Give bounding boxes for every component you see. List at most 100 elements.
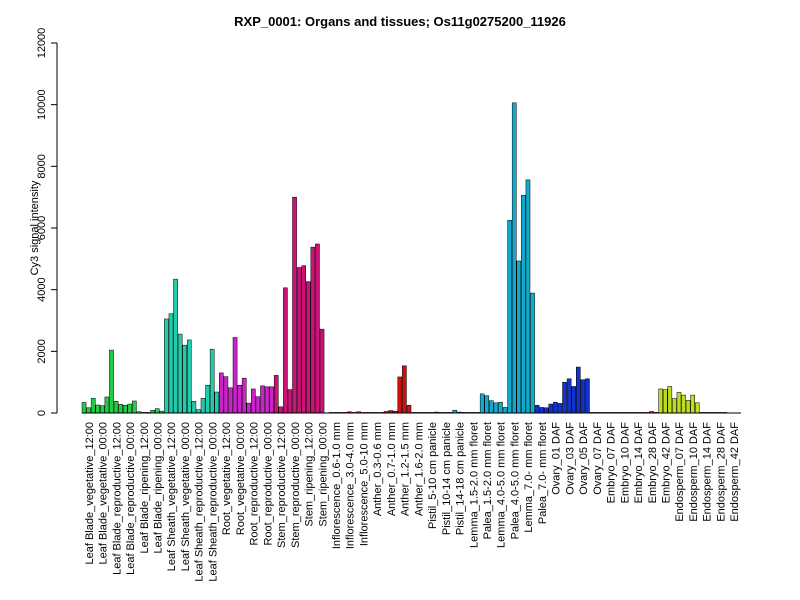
x-tick-label: Stem_reproductive_00:00	[290, 422, 302, 548]
bar	[557, 403, 563, 414]
bar	[209, 348, 215, 414]
x-tick-label: Root_reproductive_12:00	[249, 422, 261, 546]
bar	[690, 394, 695, 414]
bar	[223, 376, 229, 414]
x-tick-label: Leaf Blade_reproductive_00:00	[125, 422, 137, 575]
bar	[122, 405, 128, 414]
bar	[566, 378, 572, 414]
bar	[118, 404, 123, 414]
bar	[278, 406, 284, 414]
bar	[200, 397, 206, 414]
x-tick-label: Anther_1.6-2.0 mm	[413, 422, 425, 516]
chart-title: RXP_0001: Organs and tissues; Os11g02752…	[234, 14, 566, 29]
bar	[576, 366, 581, 414]
bar	[228, 387, 233, 414]
bar	[658, 388, 663, 414]
bar	[232, 337, 238, 414]
x-tick-label: Ovary_03 DAF	[564, 422, 576, 495]
bar	[296, 267, 302, 414]
bar	[489, 400, 494, 414]
bar	[214, 391, 220, 414]
x-tick-label: Palea_7.0- mm floret	[537, 422, 549, 524]
x-tick-label: Embryo_10 DAF	[619, 422, 631, 504]
bar	[100, 405, 105, 414]
bar	[571, 386, 576, 414]
bar	[402, 365, 407, 414]
bar	[662, 389, 668, 414]
x-tick-label: Endosperm_14 DAF	[702, 422, 714, 522]
y-tick-label: 4000	[36, 277, 48, 301]
x-tick-label: Ovary_05 DAF	[578, 422, 590, 495]
bar	[310, 246, 316, 414]
bar	[319, 328, 325, 414]
bar	[539, 407, 544, 414]
bar	[553, 401, 558, 414]
bar	[90, 397, 96, 414]
x-tick-label: Stem_reproductive_12:00	[276, 422, 288, 548]
y-tick-label: 6000	[36, 216, 48, 240]
x-tick-label: Root_vegetative_00:00	[235, 422, 247, 535]
bar	[305, 281, 311, 414]
x-tick-label: Anther_0.3-0.6 mm	[372, 422, 384, 516]
x-tick-label: Pistil_14-18 cm panicle	[455, 422, 467, 535]
bar	[580, 379, 586, 414]
bar	[484, 395, 490, 414]
bar	[246, 402, 252, 414]
x-tick-label: Leaf Blade_reproductive_12:00	[111, 422, 123, 575]
bar	[479, 393, 485, 414]
bar	[502, 407, 508, 414]
bar	[530, 292, 535, 414]
y-tick-label: 10000	[36, 89, 48, 120]
bar	[562, 381, 567, 414]
bar	[511, 102, 517, 414]
bar	[667, 386, 673, 414]
x-tick-label: Inflorescence_5.0-10 mm	[358, 422, 370, 546]
bar	[237, 385, 242, 414]
bar	[521, 195, 526, 414]
bar	[498, 401, 503, 414]
x-tick-label: Endosperm_10 DAF	[688, 422, 700, 522]
bar	[301, 265, 307, 414]
bar	[516, 260, 522, 414]
bar	[177, 333, 183, 414]
x-tick-label: Lemma_7.0- mm floret	[523, 422, 535, 533]
bar	[205, 385, 210, 414]
x-tick-label: Embryo_14 DAF	[633, 422, 645, 504]
x-tick-label: Anther_1.2-1.5 mm	[400, 422, 412, 516]
y-axis-label: Cy3 signal intensity	[29, 180, 41, 275]
x-tick-label: Lemma_1.5-2.0 mm floret	[468, 422, 480, 548]
bar	[269, 386, 274, 414]
y-axis: 0 2000 4000 6000 8000 10000 12000	[36, 28, 58, 416]
y-tick-label: 2000	[36, 339, 48, 363]
bar	[685, 400, 691, 414]
bar	[86, 407, 91, 414]
bar	[315, 243, 320, 414]
bar	[109, 349, 114, 414]
bar	[681, 394, 686, 414]
x-tick-label: Ovary_07 DAF	[592, 422, 604, 495]
x-tick-label: Lemma_4.0-5.0 mm floret	[496, 422, 508, 548]
bar	[406, 405, 412, 414]
bar	[182, 344, 188, 414]
x-tick-label: Leaf Sheath_reproductive_12:00	[194, 422, 206, 582]
bar	[273, 375, 279, 414]
bar	[164, 318, 169, 414]
bar	[154, 408, 160, 414]
bar	[548, 403, 554, 414]
x-axis-ticks: Leaf Blade_vegetative_12:00 Leaf Blade_ve…	[84, 422, 741, 582]
bar	[287, 389, 293, 414]
bar	[534, 405, 540, 414]
bar	[219, 372, 224, 414]
bar	[251, 388, 256, 414]
bar	[127, 403, 133, 414]
bar	[241, 377, 247, 414]
x-tick-label: Endosperm_28 DAF	[715, 422, 727, 522]
x-tick-label: Palea_4.0-5.0 mm floret	[509, 422, 521, 539]
bar	[260, 385, 265, 414]
x-tick-label: Stem_ripening_00:00	[317, 422, 329, 527]
x-tick-label: Pistil_10-14 cm panicle	[441, 422, 453, 535]
y-tick-label: 12000	[36, 28, 48, 59]
x-tick-label: Embryo_07 DAF	[606, 422, 618, 504]
bar	[525, 179, 531, 414]
